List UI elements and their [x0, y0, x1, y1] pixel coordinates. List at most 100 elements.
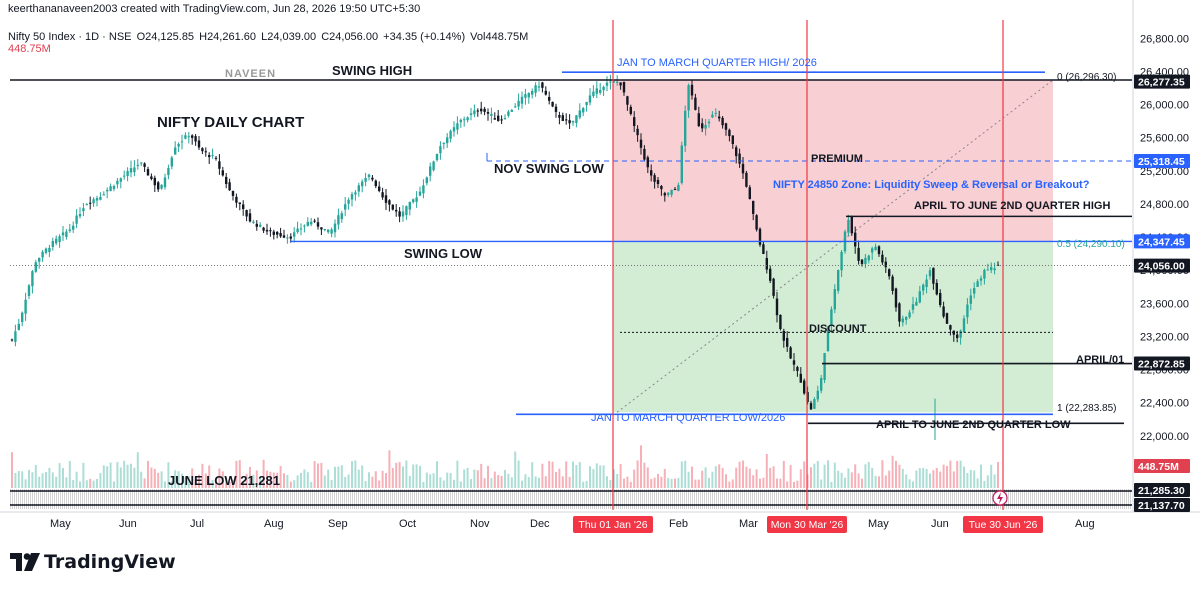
brand-name[interactable]: TradingView	[44, 551, 176, 573]
volume-bar	[544, 476, 547, 488]
candle-body	[303, 225, 306, 227]
volume-bar	[181, 473, 183, 488]
candle-body	[507, 111, 510, 116]
volume-bar	[959, 460, 962, 488]
volume-bar	[432, 473, 435, 488]
candle-body	[497, 115, 500, 121]
candle-body	[792, 360, 796, 365]
volume-bar	[704, 467, 707, 488]
candle-body	[619, 82, 622, 86]
volume-bar	[895, 460, 897, 488]
candle-body	[707, 121, 711, 124]
fib-1-label: 1 (22,283.85)	[1057, 403, 1117, 414]
volume-bar	[204, 473, 207, 488]
x-tick-label: Dec	[530, 518, 550, 530]
candle-body	[541, 82, 544, 88]
candle-body	[758, 228, 762, 245]
candle-body	[670, 189, 673, 195]
volume-bar	[317, 463, 319, 488]
candle-body	[813, 399, 816, 409]
volume-bar	[755, 469, 758, 488]
volume-bar	[837, 470, 840, 488]
candle-body	[245, 210, 248, 217]
volume-bar	[259, 478, 262, 488]
volume-bar	[24, 479, 27, 488]
volume-bar	[952, 471, 955, 488]
price-badge-label: 24,056.00	[1138, 261, 1185, 273]
candle-body	[401, 211, 405, 217]
volume-bar	[731, 479, 734, 488]
candle-body	[367, 174, 371, 178]
candle-body	[31, 271, 34, 287]
volume-bar	[616, 473, 619, 488]
candle-body	[867, 255, 870, 261]
volume-bar	[640, 445, 642, 488]
candle-body	[874, 246, 877, 250]
low-value: L24,039.00	[261, 31, 317, 43]
candle-body	[361, 181, 364, 187]
volume-bar	[286, 474, 289, 488]
volume-bar	[861, 478, 863, 488]
volume-bar	[385, 473, 387, 488]
candle-body	[344, 204, 347, 210]
candle-body	[639, 139, 643, 148]
candle-body	[803, 380, 806, 394]
candle-body	[558, 115, 561, 118]
volume-bar	[697, 479, 700, 488]
candle-body	[548, 96, 551, 101]
candle-body	[690, 84, 694, 96]
volume-bar	[252, 474, 255, 488]
volume-sub-value: 448.75M	[8, 43, 51, 55]
volume-bar	[381, 470, 384, 488]
candle-body	[306, 221, 309, 226]
volume-bar	[725, 474, 727, 488]
volume-bar	[884, 475, 887, 488]
candle-body	[554, 106, 558, 112]
volume-bar	[565, 461, 568, 488]
volume-bar	[762, 477, 765, 488]
candle-body	[667, 192, 670, 195]
candle-body	[986, 269, 989, 271]
candle-body	[718, 116, 721, 119]
volume-bar	[38, 476, 41, 488]
volume-bar	[62, 467, 64, 488]
volume-bar	[34, 464, 37, 488]
volume-bar	[31, 472, 34, 488]
candle-body	[255, 223, 258, 227]
volume-bar	[636, 460, 639, 488]
volume-bar	[279, 465, 282, 488]
volume-bar	[660, 476, 663, 488]
volume-bar	[167, 462, 170, 488]
candle-body	[578, 110, 581, 118]
candle-body	[826, 326, 830, 352]
volume-bar	[130, 463, 132, 488]
x-tick-label: Feb	[669, 518, 688, 530]
volume-bar	[466, 467, 469, 488]
y-tick-label: 22,400.00	[1140, 398, 1189, 410]
candle-body	[881, 254, 884, 263]
candle-body	[214, 157, 218, 159]
date-badge-bg	[573, 516, 653, 533]
close-value: C24,056.00	[321, 31, 379, 43]
volume-bar	[398, 462, 401, 488]
volume-bar	[534, 476, 537, 488]
candle-body	[782, 330, 785, 341]
volume-bar	[402, 466, 404, 488]
candle-body	[775, 298, 779, 316]
candle-body	[854, 232, 857, 247]
volume-bar	[374, 471, 377, 488]
volume-bar	[915, 470, 918, 488]
volume-bar	[718, 464, 721, 488]
volume-bar	[694, 479, 697, 488]
candle-body	[745, 172, 748, 187]
candle-body	[796, 367, 799, 371]
volume-bar	[521, 480, 523, 488]
volume-bar	[249, 467, 251, 488]
candle-body	[82, 208, 85, 212]
candle-body	[204, 151, 207, 153]
symbol-label[interactable]: Nifty 50 Index · 1D · NSE	[8, 31, 132, 43]
volume-bar	[412, 464, 415, 488]
volume-bar	[830, 481, 833, 488]
